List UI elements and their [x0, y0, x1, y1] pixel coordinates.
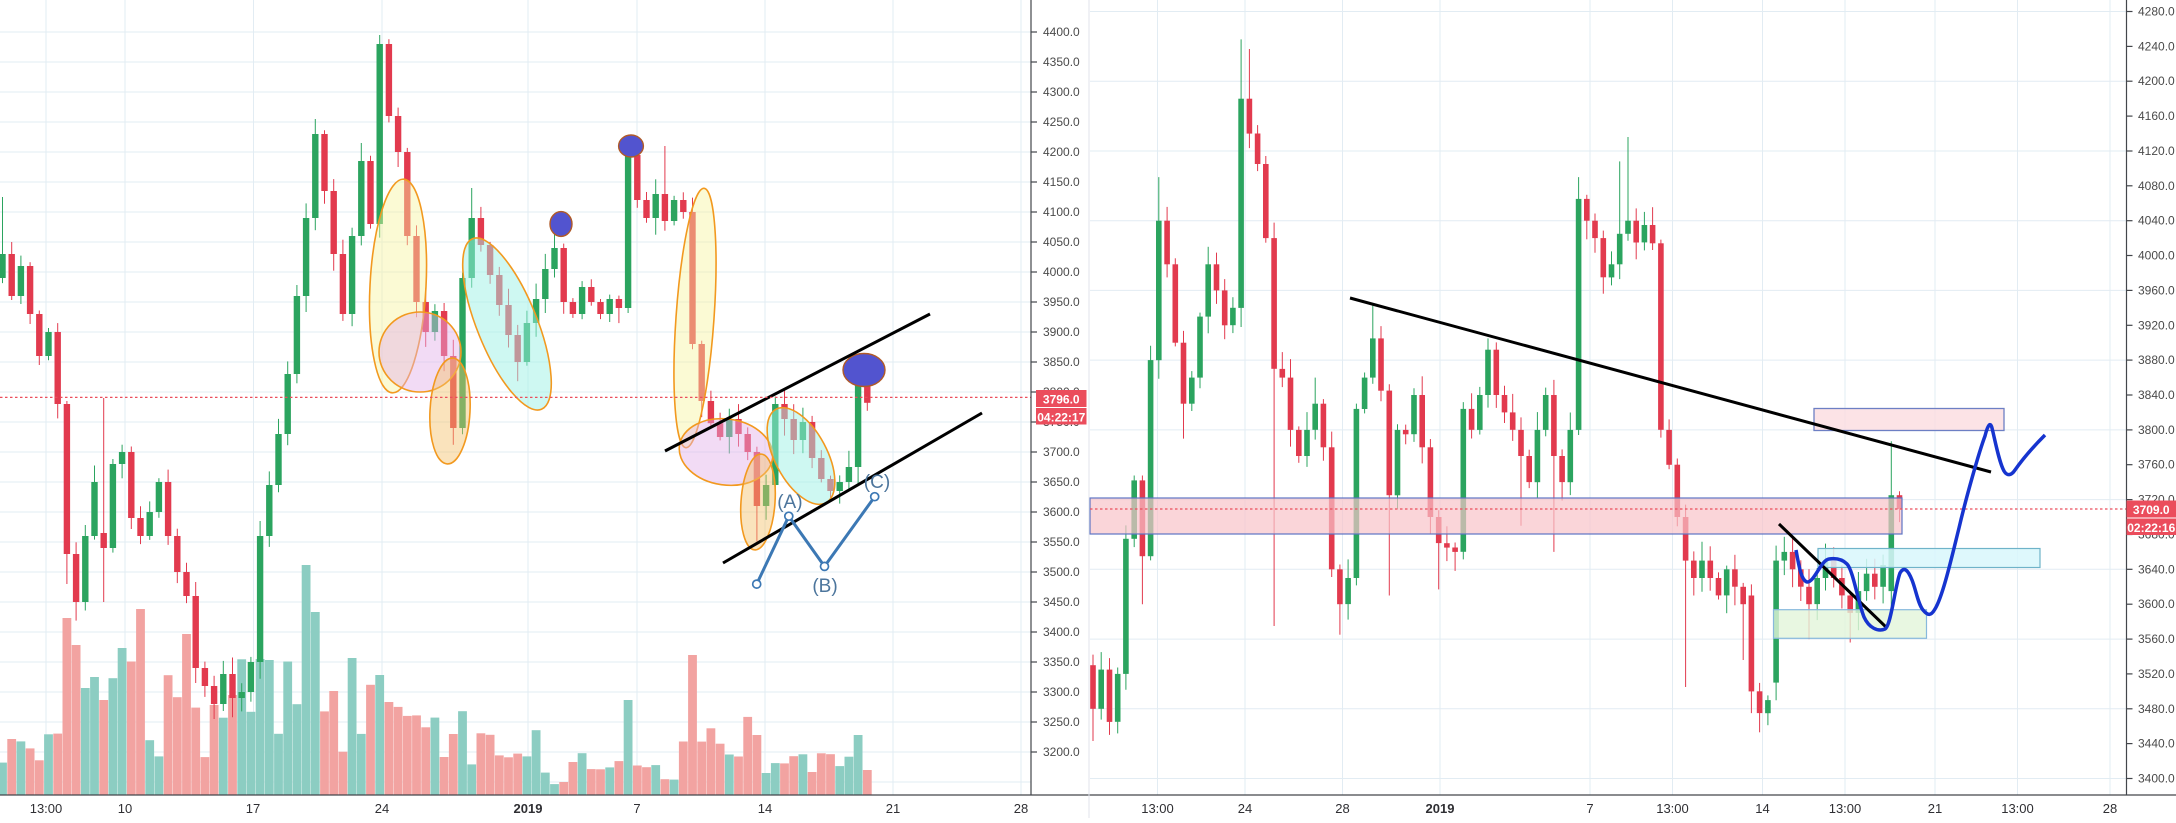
svg-text:3800.0: 3800.0 [2138, 423, 2175, 437]
svg-text:4200.0: 4200.0 [1043, 145, 1080, 159]
svg-text:4040.0: 4040.0 [2138, 214, 2175, 228]
svg-text:3250.0: 3250.0 [1043, 715, 1080, 729]
svg-text:4250.0: 4250.0 [1043, 115, 1080, 129]
svg-text:3850.0: 3850.0 [1043, 355, 1080, 369]
svg-text:28: 28 [1335, 801, 1349, 816]
svg-text:4050.0: 4050.0 [1043, 235, 1080, 249]
svg-text:13:00: 13:00 [1829, 801, 1862, 816]
svg-text:(C): (C) [864, 472, 890, 493]
svg-text:14: 14 [758, 801, 772, 816]
svg-text:4240.0: 4240.0 [2138, 39, 2175, 53]
svg-text:3796.0: 3796.0 [1043, 393, 1080, 407]
svg-text:4000.0: 4000.0 [2138, 249, 2175, 263]
svg-text:3950.0: 3950.0 [1043, 295, 1080, 309]
svg-text:3650.0: 3650.0 [1043, 475, 1080, 489]
svg-text:3840.0: 3840.0 [2138, 388, 2175, 402]
svg-text:13:00: 13:00 [1656, 801, 1689, 816]
svg-text:24: 24 [375, 801, 389, 816]
svg-text:13:00: 13:00 [1141, 801, 1174, 816]
svg-text:4350.0: 4350.0 [1043, 55, 1080, 69]
svg-text:3760.0: 3760.0 [2138, 458, 2175, 472]
svg-text:4120.0: 4120.0 [2138, 144, 2175, 158]
svg-text:3440.0: 3440.0 [2138, 737, 2175, 751]
svg-text:21: 21 [886, 801, 900, 816]
svg-text:3880.0: 3880.0 [2138, 353, 2175, 367]
svg-text:4200.0: 4200.0 [2138, 74, 2175, 88]
svg-text:4000.0: 4000.0 [1043, 265, 1080, 279]
svg-text:3300.0: 3300.0 [1043, 685, 1080, 699]
svg-text:3920.0: 3920.0 [2138, 318, 2175, 332]
svg-text:3480.0: 3480.0 [2138, 702, 2175, 716]
svg-text:(B): (B) [812, 576, 837, 597]
svg-text:02:22:16: 02:22:16 [2127, 521, 2175, 535]
svg-text:3900.0: 3900.0 [1043, 325, 1080, 339]
svg-text:2019: 2019 [514, 801, 543, 816]
svg-text:4100.0: 4100.0 [1043, 205, 1080, 219]
svg-text:4400.0: 4400.0 [1043, 25, 1080, 39]
svg-text:4160.0: 4160.0 [2138, 109, 2175, 123]
svg-text:3400.0: 3400.0 [1043, 625, 1080, 639]
svg-text:4300.0: 4300.0 [1043, 85, 1080, 99]
svg-text:13:00: 13:00 [2001, 801, 2034, 816]
svg-text:10: 10 [118, 801, 132, 816]
svg-text:3520.0: 3520.0 [2138, 667, 2175, 681]
svg-text:(A): (A) [777, 492, 802, 513]
svg-text:3640.0: 3640.0 [2138, 562, 2175, 576]
svg-text:3600.0: 3600.0 [2138, 597, 2175, 611]
svg-text:3200.0: 3200.0 [1043, 745, 1080, 759]
svg-text:3709.0: 3709.0 [2133, 503, 2170, 517]
svg-text:21: 21 [1928, 801, 1942, 816]
svg-text:13:00: 13:00 [30, 801, 63, 816]
svg-text:3560.0: 3560.0 [2138, 632, 2175, 646]
svg-text:4280.0: 4280.0 [2138, 5, 2175, 19]
svg-text:7: 7 [1586, 801, 1593, 816]
svg-text:3960.0: 3960.0 [2138, 283, 2175, 297]
svg-text:3500.0: 3500.0 [1043, 565, 1080, 579]
svg-text:4150.0: 4150.0 [1043, 175, 1080, 189]
svg-text:28: 28 [2103, 801, 2117, 816]
svg-text:24: 24 [1238, 801, 1252, 816]
svg-text:04:22:17: 04:22:17 [1037, 411, 1085, 425]
svg-text:14: 14 [1755, 801, 1769, 816]
svg-text:4080.0: 4080.0 [2138, 179, 2175, 193]
svg-text:3350.0: 3350.0 [1043, 655, 1080, 669]
svg-text:3550.0: 3550.0 [1043, 535, 1080, 549]
svg-text:17: 17 [246, 801, 260, 816]
svg-text:28: 28 [1014, 801, 1028, 816]
svg-text:3600.0: 3600.0 [1043, 505, 1080, 519]
svg-text:3700.0: 3700.0 [1043, 445, 1080, 459]
svg-text:3450.0: 3450.0 [1043, 595, 1080, 609]
svg-text:3400.0: 3400.0 [2138, 772, 2175, 786]
svg-text:7: 7 [633, 801, 640, 816]
svg-text:2019: 2019 [1426, 801, 1455, 816]
